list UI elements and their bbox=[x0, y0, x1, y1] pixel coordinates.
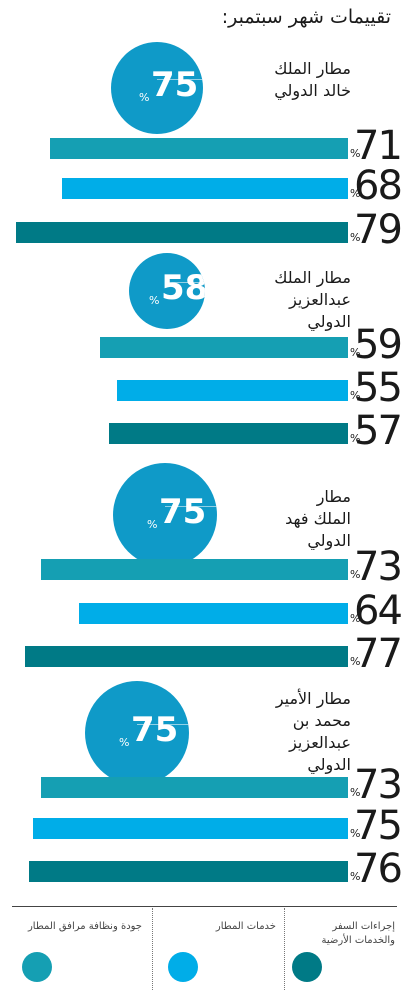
bar-quality bbox=[49, 138, 348, 159]
bar-procedures bbox=[24, 646, 348, 667]
bar-percent-sign: % bbox=[350, 568, 361, 581]
overall-score-value: 58 bbox=[161, 268, 205, 308]
legend-separator bbox=[152, 908, 153, 990]
bar-percent-sign: % bbox=[350, 346, 361, 359]
page-title: تقييمات شهر سبتمبر: bbox=[221, 6, 391, 28]
overall-score-value: 75 bbox=[159, 492, 207, 532]
bar-value-label: 71 bbox=[354, 123, 403, 169]
bar-services bbox=[62, 178, 348, 199]
overall-score-percent: % bbox=[119, 736, 130, 749]
bar-percent-sign: % bbox=[350, 827, 361, 840]
overall-score-percent: % bbox=[139, 91, 150, 104]
overall-score-circle: 75% bbox=[113, 463, 217, 567]
bar-procedures bbox=[16, 222, 348, 243]
airport-name-line: الدولي bbox=[307, 531, 351, 550]
overall-score-circle: 75% bbox=[111, 42, 203, 134]
legend-item-quality: جودة ونظافة مرافق المطار bbox=[8, 908, 148, 993]
bar-percent-sign: % bbox=[350, 389, 361, 402]
bar-services bbox=[33, 818, 348, 839]
airport-name: مطار الأمير محمد بن عبدالعزيز الدولي bbox=[276, 688, 351, 776]
bar-value-label: 75 bbox=[354, 803, 403, 849]
bar-value-label: 73 bbox=[354, 544, 403, 590]
bar-percent-sign: % bbox=[350, 231, 361, 244]
bar-quality bbox=[41, 777, 348, 798]
legend-separator bbox=[284, 908, 285, 990]
airport-name-line: الملك فهد bbox=[285, 509, 351, 528]
legend-item-services: خدمات المطار bbox=[152, 908, 282, 993]
bar-value-label: 68 bbox=[354, 163, 403, 209]
legend-swatch bbox=[292, 952, 322, 982]
bar-quality bbox=[41, 559, 348, 580]
legend-label: خدمات المطار bbox=[215, 921, 276, 932]
airport-name-line: مطار الملك bbox=[274, 59, 351, 78]
legend-item-procedures: إجراءات السفر والخدمات الأرضية bbox=[286, 908, 401, 993]
legend-label: إجراءات السفر والخدمات الأرضية bbox=[321, 921, 395, 946]
bar-quality bbox=[100, 337, 348, 358]
airport-name-line: عبدالعزيز bbox=[289, 733, 351, 752]
bar-value-label: 79 bbox=[354, 207, 403, 253]
bar-percent-sign: % bbox=[350, 187, 361, 200]
circle-guide-line bbox=[137, 724, 189, 725]
legend-label: جودة ونظافة مرافق المطار bbox=[27, 921, 142, 932]
bar-procedures bbox=[108, 423, 348, 444]
bar-services bbox=[79, 603, 348, 624]
airport-name-line: الدولي bbox=[307, 755, 351, 774]
legend-swatch bbox=[22, 952, 52, 982]
overall-score-percent: % bbox=[149, 294, 160, 307]
airport-name-line: مطار الأمير bbox=[275, 689, 351, 708]
circle-guide-line bbox=[157, 79, 203, 80]
airport-name-line: عبدالعزيز bbox=[289, 290, 351, 309]
overall-score-circle: 75% bbox=[85, 681, 189, 785]
bar-value-label: 77 bbox=[354, 631, 403, 677]
airport-name: مطار الملك خالد الدولي bbox=[274, 58, 351, 102]
airport-name-line: خالد الدولي bbox=[274, 81, 351, 100]
circle-guide-line bbox=[167, 282, 205, 283]
bar-value-label: 57 bbox=[354, 408, 403, 454]
bar-percent-sign: % bbox=[350, 655, 361, 668]
legend-divider bbox=[12, 906, 397, 907]
bar-percent-sign: % bbox=[350, 147, 361, 160]
airport-name: مطار الملك فهد الدولي bbox=[285, 486, 351, 552]
airport-name-line: مطار bbox=[316, 487, 351, 506]
overall-score-percent: % bbox=[147, 518, 158, 531]
airport-name-line: الدولي bbox=[307, 312, 351, 331]
circle-guide-line bbox=[165, 506, 217, 507]
airport-name: مطار الملك عبدالعزيز الدولي bbox=[274, 267, 351, 333]
overall-score-value: 75 bbox=[131, 710, 179, 750]
airport-name-line: محمد بن bbox=[292, 711, 351, 730]
bar-value-label: 64 bbox=[354, 588, 403, 634]
bar-value-label: 55 bbox=[354, 365, 403, 411]
bar-value-label: 73 bbox=[354, 762, 403, 808]
overall-score-circle: 58% bbox=[129, 253, 205, 329]
bar-services bbox=[117, 380, 348, 401]
bar-percent-sign: % bbox=[350, 612, 361, 625]
bar-value-label: 59 bbox=[354, 322, 403, 368]
bar-percent-sign: % bbox=[350, 870, 361, 883]
legend-swatch bbox=[168, 952, 198, 982]
overall-score-value: 75 bbox=[151, 65, 199, 105]
bar-percent-sign: % bbox=[350, 786, 361, 799]
bar-value-label: 76 bbox=[354, 846, 403, 892]
bar-percent-sign: % bbox=[350, 432, 361, 445]
airport-name-line: مطار الملك bbox=[274, 268, 351, 287]
bar-procedures bbox=[28, 861, 348, 882]
